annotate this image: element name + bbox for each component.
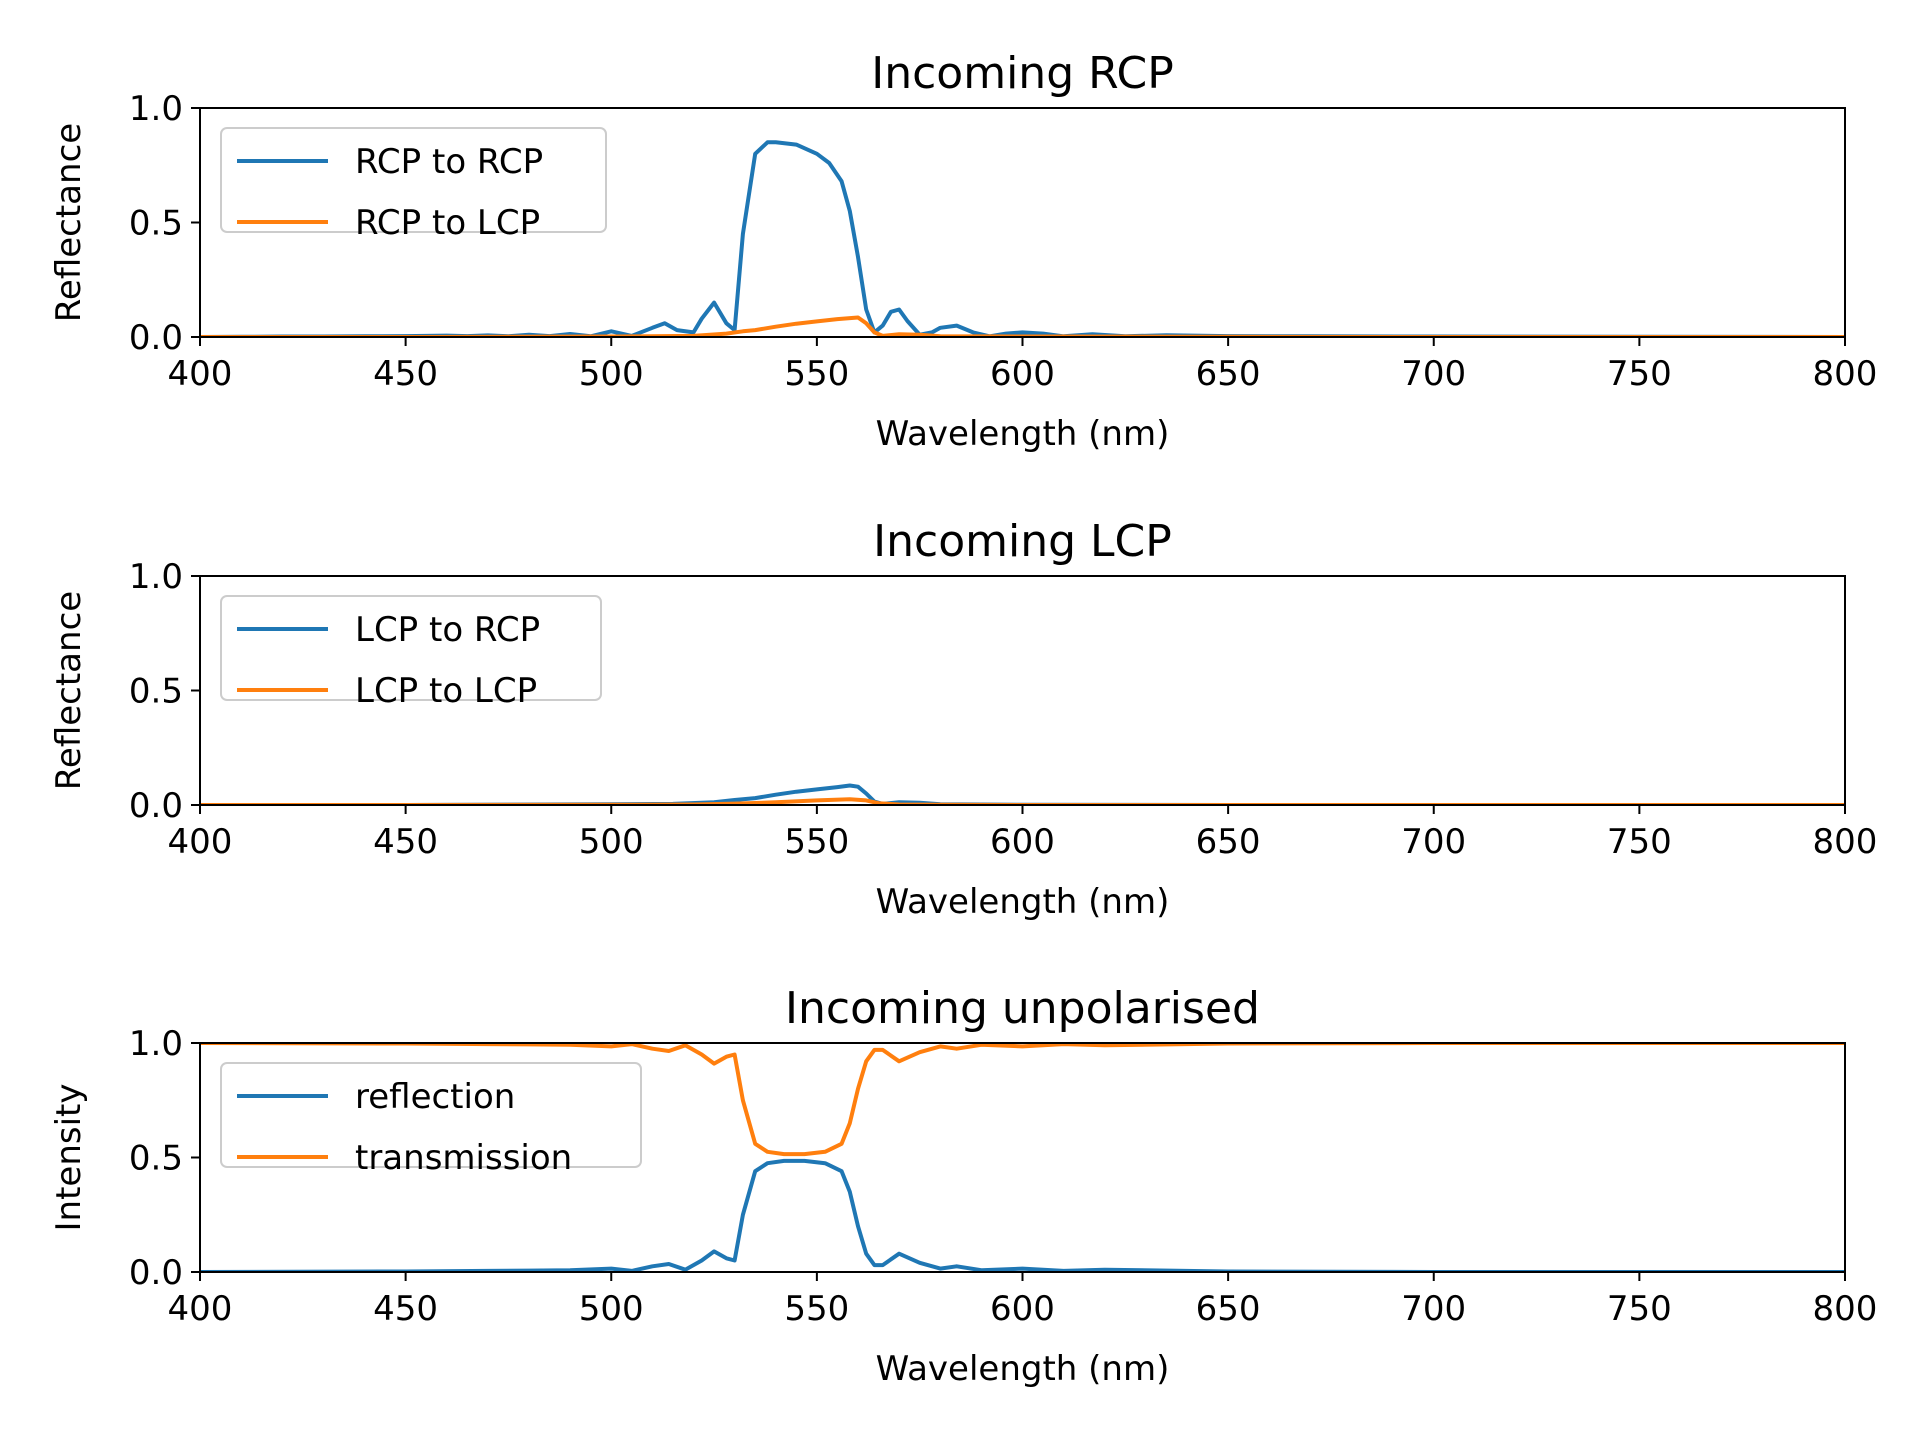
x-axis-label: Wavelength (nm) xyxy=(876,1349,1170,1389)
x-tick-label: 400 xyxy=(168,1289,233,1329)
y-axis-label: Reflectance xyxy=(49,123,89,322)
legend-label: transmission xyxy=(355,1138,572,1178)
x-tick-label: 400 xyxy=(168,354,233,394)
subplot-3: Incoming unpolarised 400 450 500 550 600 650 70… xyxy=(49,983,1877,1389)
x-tick-label: 800 xyxy=(1813,1289,1878,1329)
y-tick-label: 0.5 xyxy=(129,1139,183,1179)
y-tick-label: 1.0 xyxy=(129,557,183,597)
y-axis-label: Reflectance xyxy=(49,591,89,790)
x-tick-label: 450 xyxy=(373,1289,438,1329)
x-tick-label: 650 xyxy=(1196,1289,1261,1329)
legend-label: LCP to RCP xyxy=(355,610,540,650)
legend-box xyxy=(220,595,602,701)
y-axis-label: Intensity xyxy=(49,1084,89,1232)
x-tick-label: 400 xyxy=(168,822,233,862)
legend-label: RCP to RCP xyxy=(355,142,543,182)
x-tick-label: 750 xyxy=(1607,822,1672,862)
legend: LCP to RCP LCP to LCP xyxy=(220,595,602,711)
legend-label: reflection xyxy=(355,1077,515,1117)
legend: RCP to RCP RCP to LCP xyxy=(220,127,607,243)
x-tick-label: 450 xyxy=(373,822,438,862)
series-line-3-2 xyxy=(200,1043,1845,1157)
x-axis-label: Wavelength (nm) xyxy=(876,882,1170,922)
legend-box xyxy=(220,127,607,233)
x-tick-label: 550 xyxy=(784,354,849,394)
chart-title: Incoming unpolarised xyxy=(785,983,1260,1034)
legend-box xyxy=(220,1062,642,1168)
x-tick-label: 650 xyxy=(1196,822,1261,862)
x-tick-label: 700 xyxy=(1401,354,1466,394)
legend-label: RCP to LCP xyxy=(355,203,540,243)
y-tick-label: 0.0 xyxy=(129,786,183,826)
subplot-1: Incoming RCP 400 450 500 550 600 650 700 750 800 0… xyxy=(49,48,1877,454)
x-tick-label: 550 xyxy=(784,822,849,862)
x-tick-label: 650 xyxy=(1196,354,1261,394)
chart-title: Incoming LCP xyxy=(873,516,1172,567)
y-tick-label: 0.5 xyxy=(129,672,183,712)
x-tick-label: 600 xyxy=(990,354,1055,394)
x-tick-label: 800 xyxy=(1813,822,1878,862)
x-tick-label: 600 xyxy=(990,1289,1055,1329)
legend: reflection transmission xyxy=(220,1062,642,1178)
x-tick-label: 500 xyxy=(579,822,644,862)
y-tick-label: 0.0 xyxy=(129,318,183,358)
y-tick-label: 1.0 xyxy=(129,89,183,129)
subplot-2: Incoming LCP 400 450 500 550 600 650 700 750 800 0… xyxy=(49,516,1877,922)
x-tick-label: 450 xyxy=(373,354,438,394)
legend-label: LCP to LCP xyxy=(355,671,537,711)
x-tick-label: 750 xyxy=(1607,1289,1672,1329)
x-tick-label: 500 xyxy=(579,354,644,394)
x-tick-label: 700 xyxy=(1401,1289,1466,1329)
x-tick-label: 500 xyxy=(579,1289,644,1329)
y-tick-label: 1.0 xyxy=(129,1024,183,1064)
series-line-2-1 xyxy=(200,783,1845,805)
y-tick-label: 0.0 xyxy=(129,1253,183,1293)
x-tick-label: 600 xyxy=(990,822,1055,862)
series-line-3-1 xyxy=(200,1158,1845,1272)
x-tick-label: 800 xyxy=(1813,354,1878,394)
chart-title: Incoming RCP xyxy=(871,48,1174,99)
y-tick-label: 0.5 xyxy=(129,204,183,244)
x-tick-label: 750 xyxy=(1607,354,1672,394)
x-axis-label: Wavelength (nm) xyxy=(876,414,1170,454)
x-tick-label: 700 xyxy=(1401,822,1466,862)
x-tick-label: 550 xyxy=(784,1289,849,1329)
